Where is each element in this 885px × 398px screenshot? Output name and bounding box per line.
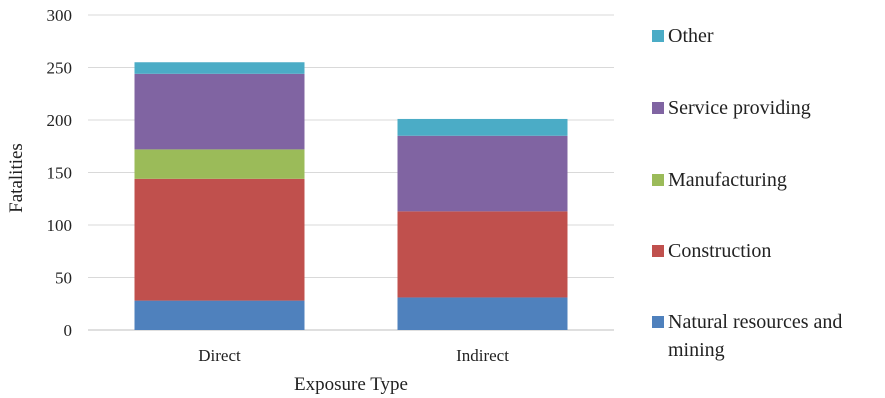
y-tick-label: 50 xyxy=(55,269,72,288)
x-tick-label: Direct xyxy=(198,346,241,365)
bar-segment-indirect-1 xyxy=(397,211,568,298)
y-tick-label: 250 xyxy=(47,59,73,78)
bar-segment-direct-2 xyxy=(134,149,305,179)
bars xyxy=(134,62,568,330)
legend-label: Construction xyxy=(668,240,772,262)
legend-swatch xyxy=(652,30,664,42)
legend-swatch xyxy=(652,102,664,114)
y-tick-label: 100 xyxy=(47,216,73,235)
legend-label: Service providing xyxy=(668,97,811,119)
y-tick-label: 0 xyxy=(64,321,73,340)
legend-label: Natural resources and mining xyxy=(668,311,843,361)
bar-segment-direct-1 xyxy=(134,178,305,301)
y-axis-title: Fatalities xyxy=(6,143,27,213)
x-axis-title: Exposure Type xyxy=(294,374,408,395)
y-tick-label: 300 xyxy=(47,6,73,25)
legend-item: Construction xyxy=(652,237,883,265)
bar-segment-indirect-3 xyxy=(397,135,568,212)
legend-label: Manufacturing xyxy=(668,169,787,191)
x-tick-label: Indirect xyxy=(456,346,509,365)
legend-swatch xyxy=(652,245,664,257)
x-axis-tick-labels: Direct Indirect xyxy=(198,346,509,365)
bar-segment-direct-4 xyxy=(134,62,305,74)
legend-label: Other xyxy=(668,25,714,47)
legend-swatch xyxy=(652,174,664,186)
bar-segment-indirect-0 xyxy=(397,297,568,330)
legend: Other Service providing Manufacturing Const… xyxy=(652,0,885,398)
legend-item: Service providing xyxy=(652,94,883,122)
y-tick-label: 200 xyxy=(47,111,73,130)
y-axis-tick-labels: 0 50 100 150 200 250 300 xyxy=(47,6,73,340)
bar-segment-direct-0 xyxy=(134,300,305,330)
legend-item: Other xyxy=(652,22,883,50)
legend-item: Natural resources and mining xyxy=(652,308,883,364)
y-tick-label: 150 xyxy=(47,164,73,183)
bar-segment-indirect-4 xyxy=(397,118,568,136)
bar-segment-direct-3 xyxy=(134,73,305,150)
legend-item: Manufacturing xyxy=(652,166,883,194)
legend-swatch xyxy=(652,316,664,328)
